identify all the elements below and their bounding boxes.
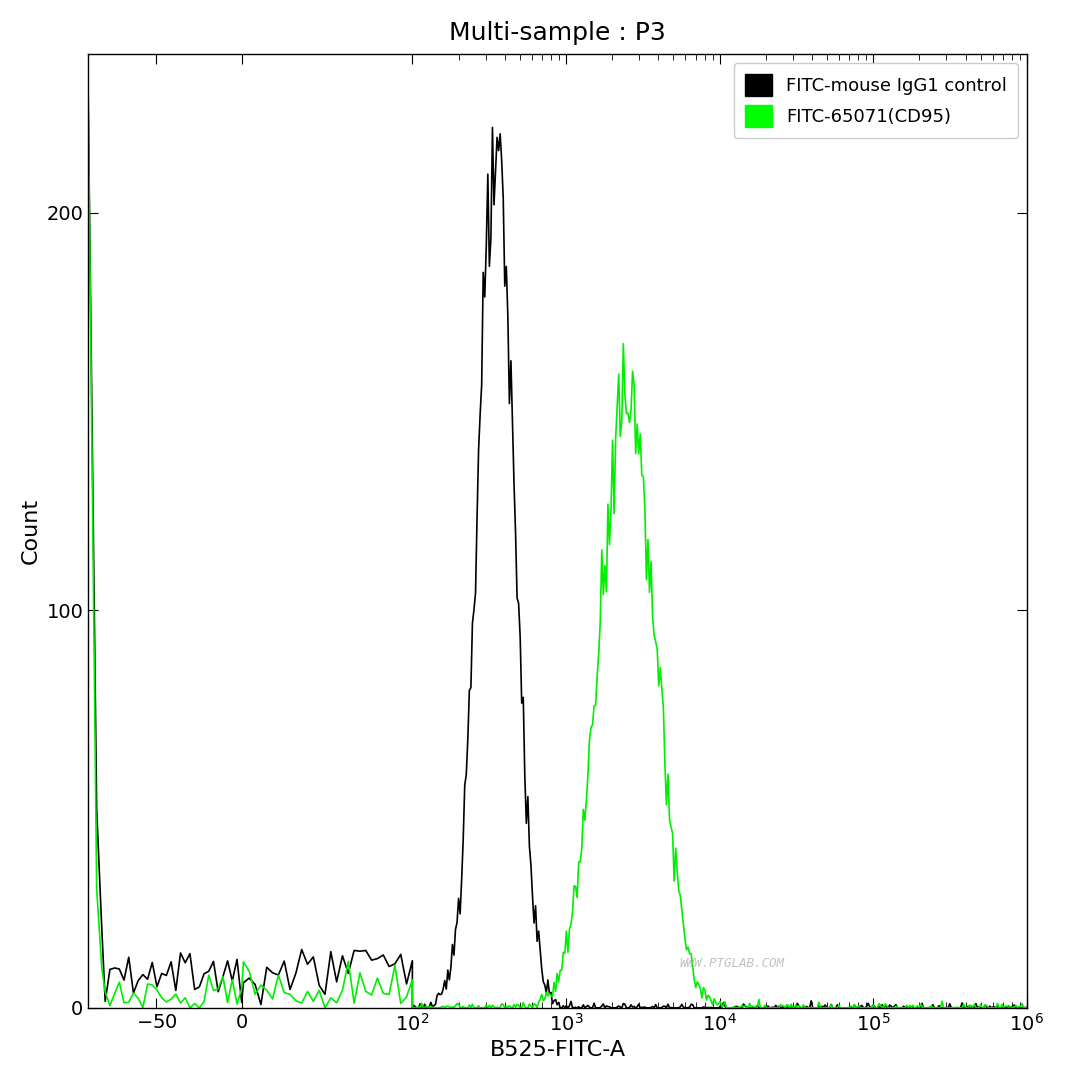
FITC-65071(CD95) xyxy=(472,999,485,1012)
FITC-65071(CD95) xyxy=(914,998,927,1011)
Title: Multi-sample : P3: Multi-sample : P3 xyxy=(449,21,666,44)
Legend: FITC-mouse IgG1 control, FITC-65071(CD95): FITC-mouse IgG1 control, FITC-65071(CD95… xyxy=(734,63,1018,137)
Line: FITC-65071(CD95): FITC-65071(CD95) xyxy=(88,93,1027,1007)
Text: WWW.PTGLAB.COM: WWW.PTGLAB.COM xyxy=(679,957,785,970)
Line: FITC-mouse IgG1 control: FITC-mouse IgG1 control xyxy=(88,93,1027,1007)
FITC-mouse IgG1 control xyxy=(82,86,95,99)
FITC-mouse IgG1 control xyxy=(295,943,308,956)
Y-axis label: Count: Count xyxy=(21,497,40,564)
FITC-mouse IgG1 control xyxy=(472,443,485,456)
FITC-mouse IgG1 control xyxy=(914,1001,927,1014)
FITC-65071(CD95) xyxy=(928,1001,940,1014)
FITC-65071(CD95) xyxy=(683,947,695,960)
X-axis label: B525-FITC-A: B525-FITC-A xyxy=(490,1040,625,1060)
FITC-65071(CD95) xyxy=(1020,1001,1033,1014)
FITC-65071(CD95) xyxy=(82,86,95,99)
FITC-mouse IgG1 control xyxy=(1020,1001,1033,1014)
FITC-mouse IgG1 control xyxy=(406,1001,419,1014)
FITC-mouse IgG1 control xyxy=(748,1001,760,1014)
FITC-mouse IgG1 control xyxy=(683,1001,695,1014)
FITC-65071(CD95) xyxy=(183,1001,196,1014)
FITC-mouse IgG1 control xyxy=(928,1001,940,1014)
FITC-65071(CD95) xyxy=(748,1001,760,1014)
FITC-65071(CD95) xyxy=(301,985,314,998)
